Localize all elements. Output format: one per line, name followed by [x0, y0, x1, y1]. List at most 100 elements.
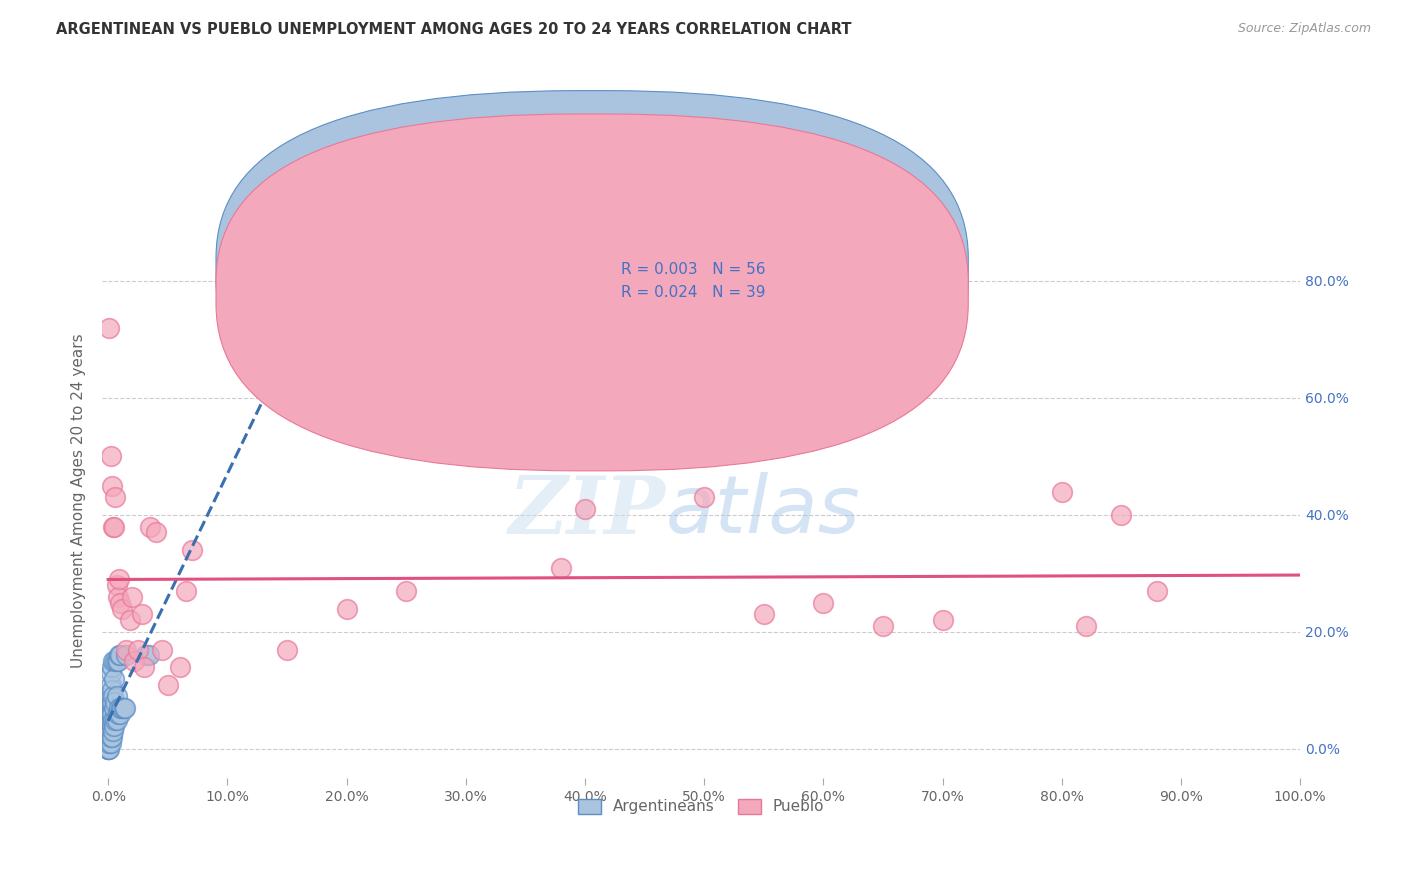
- Point: [101, 690, 124, 704]
- Point: [550, 560, 572, 574]
- Point: [100, 695, 122, 709]
- Point: [112, 701, 135, 715]
- Text: ARGENTINEAN VS PUEBLO UNEMPLOYMENT AMONG AGES 20 TO 24 YEARS CORRELATION CHART: ARGENTINEAN VS PUEBLO UNEMPLOYMENT AMONG…: [56, 22, 852, 37]
- Point: [100, 660, 122, 674]
- Point: [127, 642, 149, 657]
- Point: [156, 677, 179, 691]
- Point: [395, 584, 418, 599]
- Point: [111, 601, 134, 615]
- Point: [104, 713, 127, 727]
- Point: [121, 590, 143, 604]
- Point: [103, 701, 125, 715]
- Point: [97, 731, 120, 745]
- Point: [131, 607, 153, 622]
- Point: [100, 736, 122, 750]
- Point: [104, 491, 127, 505]
- Point: [100, 690, 122, 704]
- Point: [1050, 484, 1073, 499]
- Point: [145, 525, 167, 540]
- Point: [98, 742, 121, 756]
- Point: [107, 654, 129, 668]
- Point: [100, 683, 122, 698]
- Point: [105, 654, 128, 668]
- Point: [100, 706, 122, 721]
- Point: [103, 519, 125, 533]
- Point: [1111, 508, 1133, 522]
- Point: [100, 713, 122, 727]
- Point: [97, 736, 120, 750]
- Point: [98, 718, 121, 732]
- Point: [108, 596, 131, 610]
- Point: [98, 731, 121, 745]
- Point: [108, 572, 131, 586]
- Point: [100, 731, 122, 745]
- Text: R = 0.024   N = 39: R = 0.024 N = 39: [621, 285, 765, 300]
- Point: [97, 742, 120, 756]
- Text: atlas: atlas: [665, 473, 860, 550]
- Point: [98, 736, 121, 750]
- FancyBboxPatch shape: [564, 250, 821, 314]
- Point: [103, 672, 125, 686]
- Point: [1074, 619, 1097, 633]
- FancyBboxPatch shape: [217, 114, 969, 471]
- Point: [105, 690, 128, 704]
- Point: [110, 701, 132, 715]
- Point: [107, 590, 129, 604]
- Text: Source: ZipAtlas.com: Source: ZipAtlas.com: [1237, 22, 1371, 36]
- Point: [180, 543, 202, 558]
- Point: [1146, 584, 1168, 599]
- Point: [574, 502, 596, 516]
- Point: [813, 596, 835, 610]
- Point: [103, 718, 125, 732]
- Point: [105, 713, 128, 727]
- Point: [104, 654, 127, 668]
- FancyBboxPatch shape: [217, 91, 969, 448]
- Text: ZIP: ZIP: [509, 473, 665, 550]
- Point: [138, 648, 160, 663]
- Point: [693, 491, 716, 505]
- Text: R = 0.003   N = 56: R = 0.003 N = 56: [621, 261, 765, 277]
- Point: [115, 648, 138, 663]
- Point: [101, 519, 124, 533]
- Point: [98, 701, 121, 715]
- Point: [97, 742, 120, 756]
- Point: [150, 642, 173, 657]
- Y-axis label: Unemployment Among Ages 20 to 24 years: Unemployment Among Ages 20 to 24 years: [72, 333, 86, 667]
- Point: [98, 706, 121, 721]
- Point: [169, 660, 191, 674]
- Point: [100, 731, 122, 745]
- Point: [100, 450, 122, 464]
- Point: [100, 665, 122, 680]
- Point: [108, 701, 131, 715]
- Point: [931, 613, 953, 627]
- Point: [100, 695, 122, 709]
- Point: [139, 519, 162, 533]
- Point: [105, 578, 128, 592]
- Legend: Argentineans, Pueblo: Argentineans, Pueblo: [572, 792, 831, 821]
- Point: [752, 607, 775, 622]
- Point: [111, 701, 134, 715]
- Point: [108, 648, 131, 663]
- Point: [101, 654, 124, 668]
- Point: [101, 713, 124, 727]
- Point: [276, 642, 298, 657]
- Point: [101, 724, 124, 739]
- Point: [114, 701, 136, 715]
- Point: [98, 320, 121, 334]
- Point: [108, 648, 131, 663]
- Point: [100, 706, 122, 721]
- Point: [100, 478, 122, 492]
- Point: [132, 660, 155, 674]
- Point: [100, 724, 122, 739]
- Point: [118, 613, 141, 627]
- Point: [97, 736, 120, 750]
- Point: [108, 706, 131, 721]
- Point: [174, 584, 197, 599]
- Point: [100, 718, 122, 732]
- Point: [98, 695, 121, 709]
- Point: [104, 695, 127, 709]
- Point: [107, 706, 129, 721]
- Point: [98, 724, 121, 739]
- Point: [872, 619, 894, 633]
- Point: [335, 601, 357, 615]
